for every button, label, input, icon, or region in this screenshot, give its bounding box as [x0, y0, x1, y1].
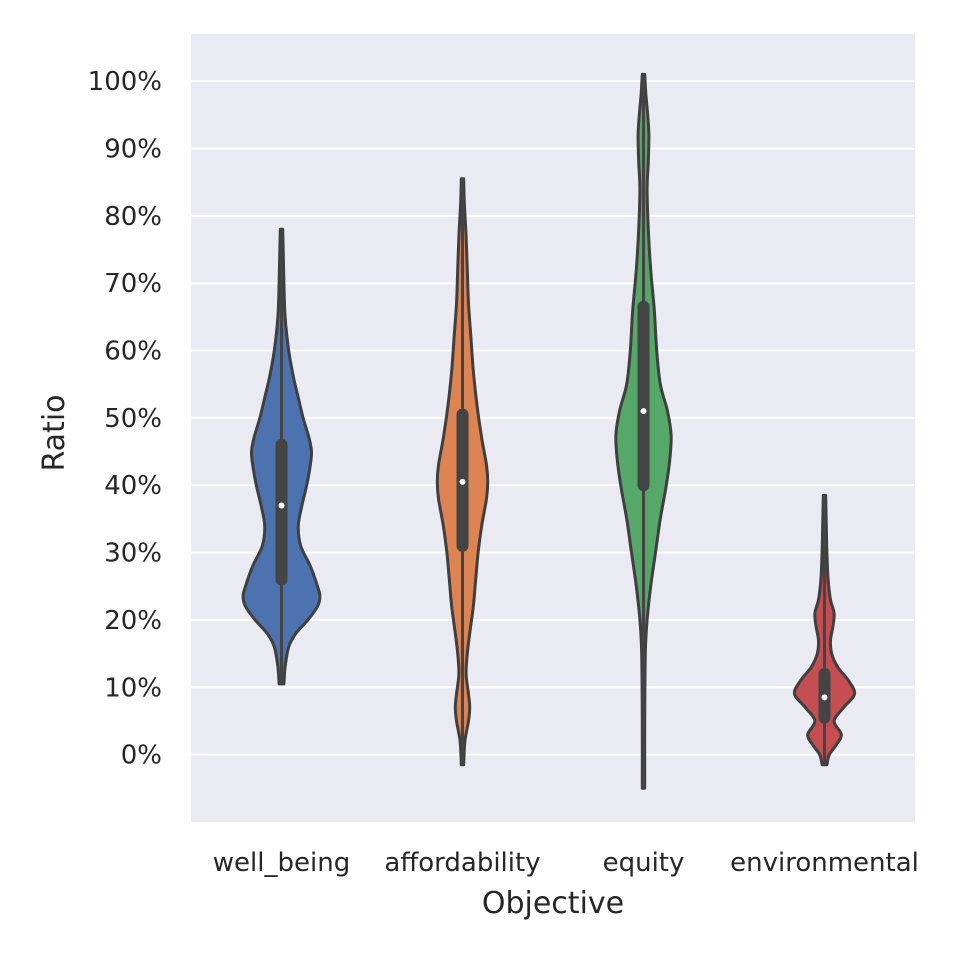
y-axis-label: Ratio	[37, 394, 72, 471]
violin-environmental	[792, 493, 857, 767]
y-tick-label: 100%	[88, 67, 162, 97]
y-tick-label: 50%	[104, 404, 162, 434]
x-tick-label: environmental	[730, 848, 919, 878]
y-tick-labels: 0% 10% 20% 30% 40% 50% 60% 70% 80% 90% 100%	[88, 67, 162, 771]
x-tick-labels: well_being affordability equity environment…	[213, 848, 919, 878]
median-marker	[278, 502, 285, 509]
x-tick-label: equity	[603, 848, 685, 878]
median-marker	[821, 694, 828, 701]
y-tick-label: 40%	[104, 471, 162, 501]
violins	[241, 72, 857, 790]
median-marker	[640, 408, 647, 415]
violin-equity	[614, 72, 673, 790]
y-tick-label: 80%	[104, 202, 162, 232]
violin-affordability	[435, 177, 490, 767]
y-tick-label: 10%	[104, 673, 162, 703]
y-tick-label: 70%	[104, 269, 162, 299]
median-marker	[459, 478, 466, 485]
x-tick-label: affordability	[384, 848, 540, 878]
y-tick-label: 20%	[104, 606, 162, 636]
y-tick-label: 30%	[104, 539, 162, 569]
y-tick-label: 90%	[104, 134, 162, 164]
violin-well_being	[241, 227, 322, 686]
y-tick-label: 60%	[104, 337, 162, 367]
x-tick-label: well_being	[213, 848, 350, 878]
gridlines	[191, 80, 915, 756]
y-tick-label: 0%	[121, 741, 162, 771]
x-axis-label: Objective	[482, 886, 624, 921]
